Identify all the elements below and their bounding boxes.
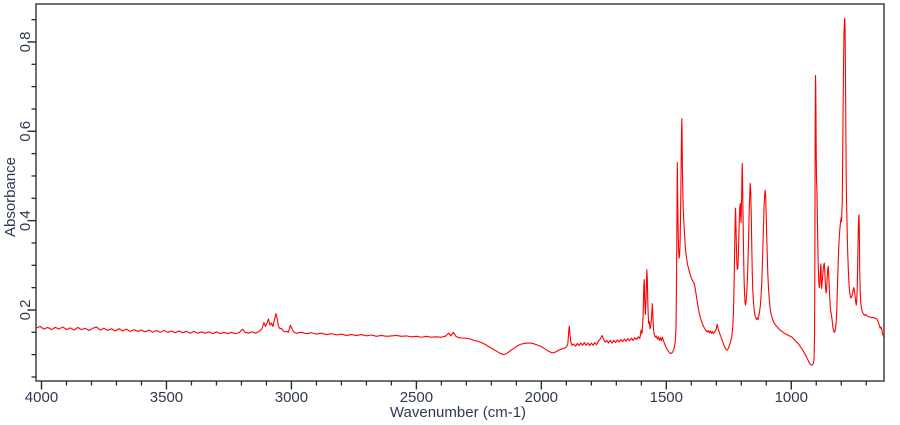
x-axis-tick-label: 3500	[150, 389, 183, 406]
x-axis-title: Wavenumber (cm-1)	[390, 404, 526, 421]
y-axis-tick-label: 0,6	[17, 121, 34, 142]
x-axis-tick-label: 3000	[275, 389, 308, 406]
y-axis-tick-label: 0,4	[17, 210, 34, 231]
axes-layer: 4000 3500 3000 2500 2000 1500 1000 0,2 0,4 0,6 0,8	[17, 3, 885, 406]
x-axis-tick-label: 2000	[525, 389, 558, 406]
y-axis-title: Absorbance	[2, 157, 19, 237]
trace-layer	[35, 17, 885, 366]
plot-frame	[35, 3, 885, 382]
x-axis-tick-label: 1000	[775, 389, 808, 406]
y-axis-tick-label: 0,8	[17, 32, 34, 53]
spectrum-trace	[35, 17, 885, 366]
x-axis-tick-label: 1500	[650, 389, 683, 406]
x-axis-tick-label: 4000	[25, 389, 58, 406]
y-axis-tick-label: 0,2	[17, 300, 34, 321]
x-axis-tick-label: 2500	[400, 389, 433, 406]
